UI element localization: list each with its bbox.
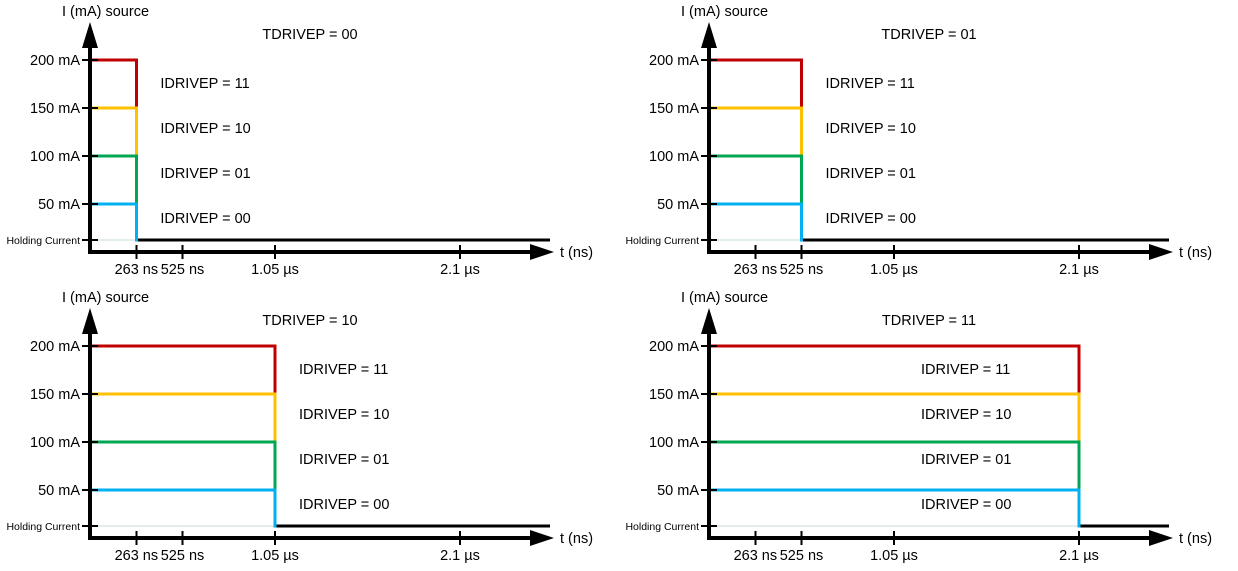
chart-title: TDRIVEP = 11 xyxy=(882,313,976,329)
x-tick-label-2: 1.05 µs xyxy=(251,262,299,278)
y-tick-label-3: 50 mA xyxy=(38,197,80,213)
y-axis-arrowhead xyxy=(82,307,98,334)
holding-current-label: Holding Current xyxy=(6,235,80,247)
chart-tdrivep-10: 263 ns 525 ns 1.05 µs 2.1 µs 200 mA 150 mA 100… xyxy=(0,286,619,571)
y-tick-label-1: 150 mA xyxy=(649,387,699,403)
y-tick-label-3: 50 mA xyxy=(38,483,80,499)
y-axis-title: I (mA) source xyxy=(681,290,768,306)
chart-title: TDRIVEP = 01 xyxy=(881,27,976,43)
y-tick-label-2: 100 mA xyxy=(30,149,80,165)
chart-canvas-tdrivep-00: 263 ns 525 ns 1.05 µs 2.1 µs 200 mA 150 mA 100… xyxy=(6,4,593,278)
series-label-3: IDRIVEP = 00 xyxy=(299,497,389,513)
x-axis-arrowhead xyxy=(530,244,554,260)
y-axis-arrowhead xyxy=(82,22,98,48)
chart-title: TDRIVEP = 00 xyxy=(262,27,357,43)
y-axis-arrowhead xyxy=(701,22,717,48)
chart-tdrivep-00: 263 ns 525 ns 1.05 µs 2.1 µs 200 mA 150 mA 100… xyxy=(0,0,619,286)
x-tick-label-3: 2.1 µs xyxy=(440,548,480,564)
chart-canvas-tdrivep-01: 263 ns 525 ns 1.05 µs 2.1 µs 200 mA 150 mA 100… xyxy=(625,4,1212,278)
x-tick-label-1: 525 ns xyxy=(161,548,205,564)
x-tick-label-0: 263 ns xyxy=(115,548,159,564)
x-tick-label-0: 263 ns xyxy=(734,548,778,564)
series-label-0: IDRIVEP = 11 xyxy=(921,362,1010,378)
series-label-3: IDRIVEP = 00 xyxy=(921,497,1011,513)
x-tick-label-1: 525 ns xyxy=(780,548,824,564)
series-label-1: IDRIVEP = 10 xyxy=(826,121,916,137)
series-label-0: IDRIVEP = 11 xyxy=(160,76,249,92)
series-label-1: IDRIVEP = 10 xyxy=(921,407,1011,423)
holding-current-label: Holding Current xyxy=(6,521,80,533)
chart-canvas-tdrivep-10: 263 ns 525 ns 1.05 µs 2.1 µs 200 mA 150 mA 100… xyxy=(6,290,593,564)
x-tick-label-3: 2.1 µs xyxy=(1059,548,1099,564)
chart-tdrivep-01: 263 ns 525 ns 1.05 µs 2.1 µs 200 mA 150 mA 100… xyxy=(619,0,1238,286)
series-label-2: IDRIVEP = 01 xyxy=(921,452,1011,468)
y-tick-label-1: 150 mA xyxy=(30,101,80,117)
series-label-0: IDRIVEP = 11 xyxy=(826,76,915,92)
x-tick-label-1: 525 ns xyxy=(780,262,824,278)
holding-current-label: Holding Current xyxy=(625,235,699,247)
y-tick-label-0: 200 mA xyxy=(649,339,699,355)
x-axis-title: t (ns) xyxy=(560,531,593,547)
y-tick-label-0: 200 mA xyxy=(30,339,80,355)
chart-canvas-tdrivep-11: 263 ns 525 ns 1.05 µs 2.1 µs 200 mA 150 mA 100… xyxy=(625,290,1212,564)
y-tick-label-2: 100 mA xyxy=(30,435,80,451)
x-axis-title: t (ns) xyxy=(1179,531,1212,547)
x-axis-title: t (ns) xyxy=(1179,245,1212,261)
y-tick-label-1: 150 mA xyxy=(30,387,80,403)
x-tick-label-2: 1.05 µs xyxy=(251,548,299,564)
y-tick-label-0: 200 mA xyxy=(30,53,80,69)
y-axis-title: I (mA) source xyxy=(62,4,149,20)
x-axis-arrowhead xyxy=(1149,529,1173,546)
y-tick-label-3: 50 mA xyxy=(657,483,699,499)
y-axis-title: I (mA) source xyxy=(62,290,149,306)
y-tick-label-3: 50 mA xyxy=(657,197,699,213)
chart-tdrivep-11: 263 ns 525 ns 1.05 µs 2.1 µs 200 mA 150 mA 100… xyxy=(619,286,1238,571)
series-label-2: IDRIVEP = 01 xyxy=(826,166,916,182)
y-axis-title: I (mA) source xyxy=(681,4,768,20)
x-tick-label-3: 2.1 µs xyxy=(440,262,480,278)
x-tick-label-2: 1.05 µs xyxy=(870,548,918,564)
y-tick-label-2: 100 mA xyxy=(649,435,699,451)
series-label-2: IDRIVEP = 01 xyxy=(160,166,250,182)
series-label-0: IDRIVEP = 11 xyxy=(299,362,388,378)
series-label-3: IDRIVEP = 00 xyxy=(826,211,916,227)
x-tick-label-3: 2.1 µs xyxy=(1059,262,1099,278)
x-tick-label-0: 263 ns xyxy=(734,262,778,278)
y-tick-label-0: 200 mA xyxy=(649,53,699,69)
series-label-1: IDRIVEP = 10 xyxy=(299,407,389,423)
x-tick-label-1: 525 ns xyxy=(161,262,205,278)
x-axis-arrowhead xyxy=(530,529,554,546)
holding-current-label: Holding Current xyxy=(625,521,699,533)
x-axis-title: t (ns) xyxy=(560,245,593,261)
y-axis-arrowhead xyxy=(701,307,717,334)
series-label-2: IDRIVEP = 01 xyxy=(299,452,389,468)
y-tick-label-2: 100 mA xyxy=(649,149,699,165)
x-tick-label-2: 1.05 µs xyxy=(870,262,918,278)
y-tick-label-1: 150 mA xyxy=(649,101,699,117)
x-tick-label-0: 263 ns xyxy=(115,262,159,278)
series-label-3: IDRIVEP = 00 xyxy=(160,211,250,227)
x-axis-arrowhead xyxy=(1149,244,1173,260)
series-label-1: IDRIVEP = 10 xyxy=(160,121,250,137)
chart-title: TDRIVEP = 10 xyxy=(262,313,357,329)
